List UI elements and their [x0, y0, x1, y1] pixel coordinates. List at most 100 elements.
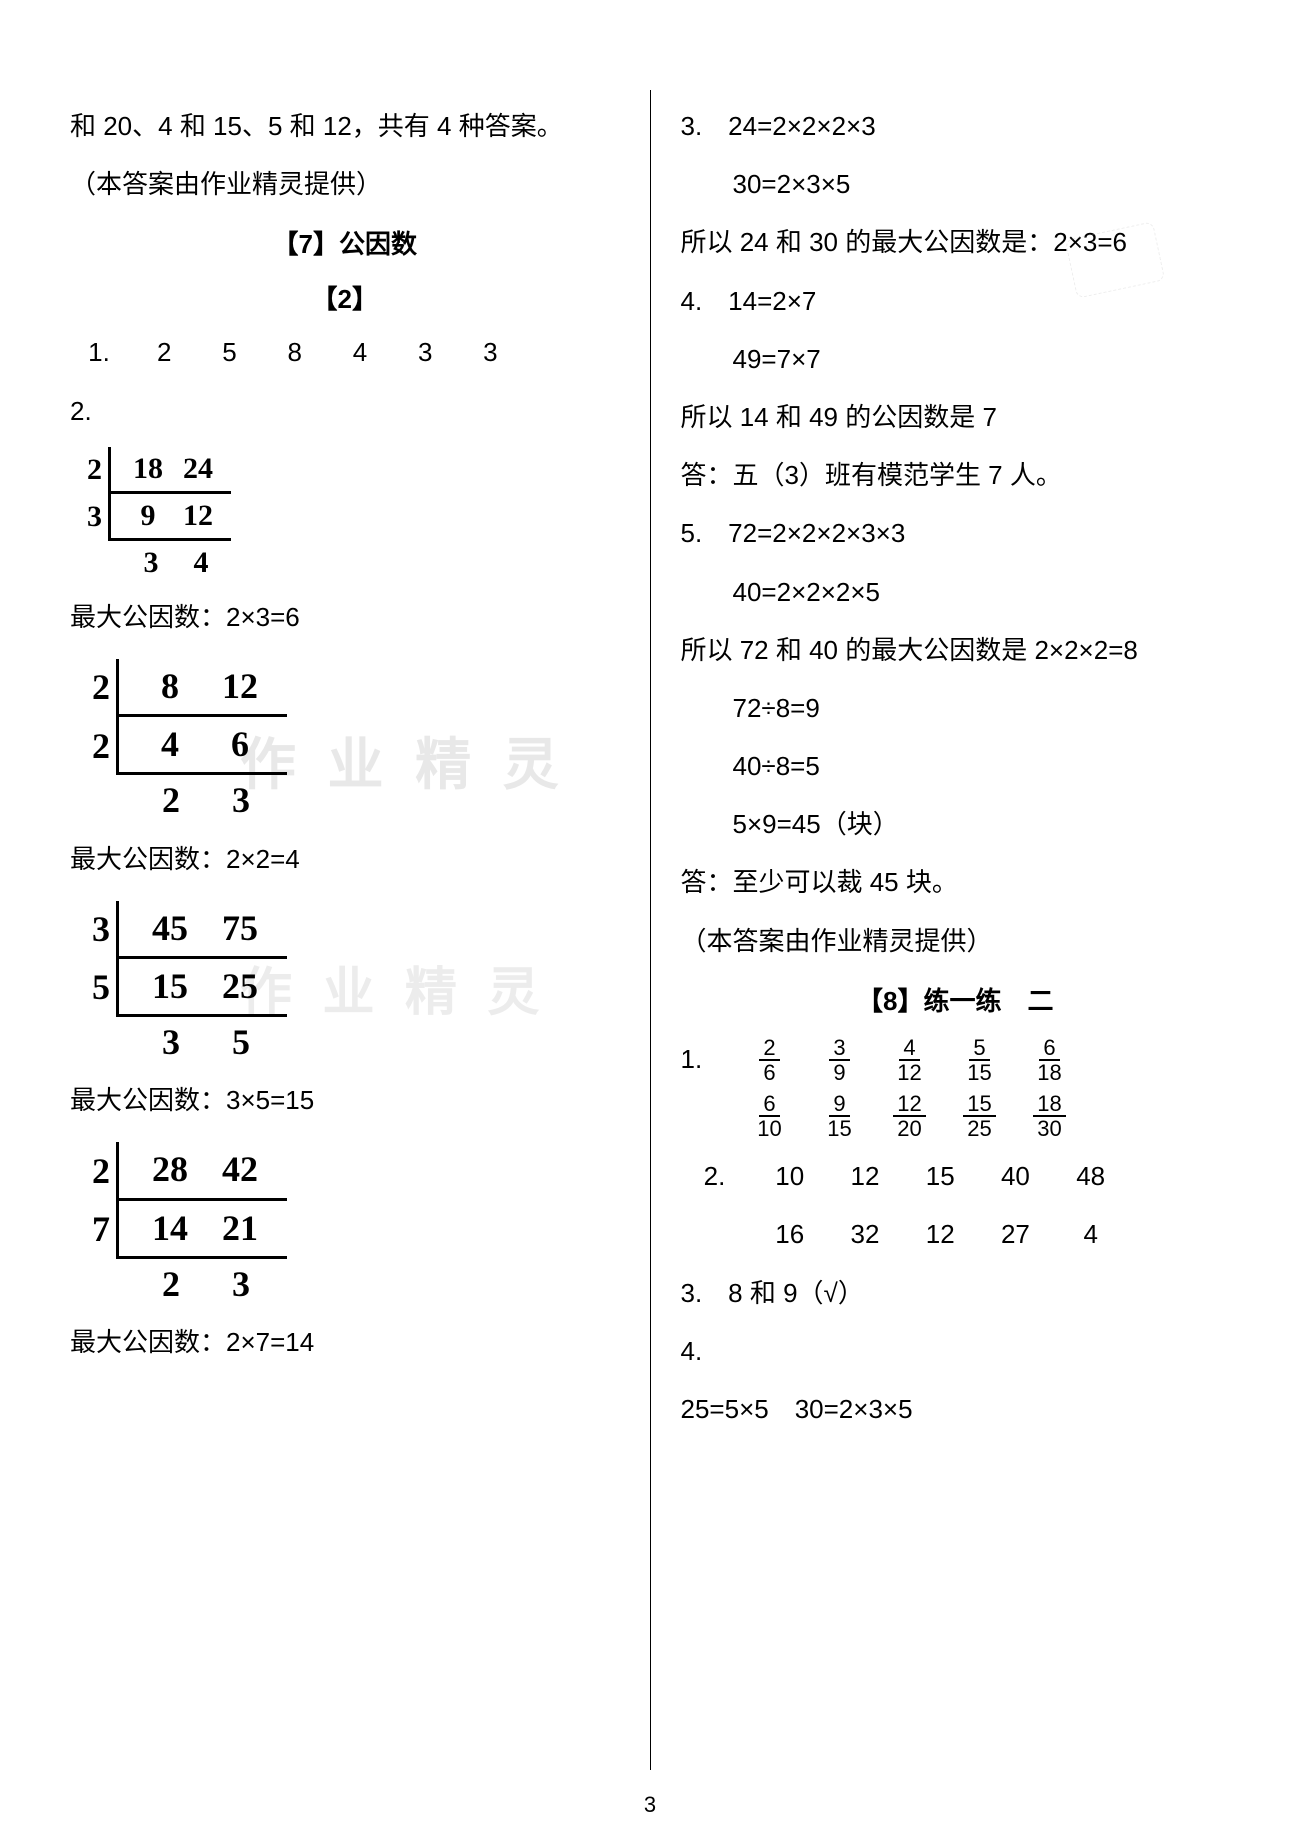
l2b0: 12	[205, 665, 275, 708]
ladder-1: 21824 3912 34	[78, 447, 620, 581]
q1-v3: 4	[331, 330, 389, 374]
f2-0d: 10	[753, 1117, 785, 1140]
l3ra: 3	[136, 1021, 206, 1064]
f1-3d: 15	[963, 1061, 995, 1084]
l2ra: 2	[136, 779, 206, 822]
q1-v5: 3	[461, 330, 519, 374]
f2-4n: 18	[1033, 1092, 1065, 1117]
f2-3n: 15	[963, 1092, 995, 1117]
l3a0: 45	[135, 907, 205, 950]
l1ra: 3	[126, 545, 176, 581]
q5-l2: 所以 72 和 40 的最大公因数是 2×2×2=8	[681, 628, 1231, 672]
ladder-2: 2812 246 23	[78, 659, 620, 823]
q2r2-0: 16	[756, 1212, 824, 1256]
q2r1-4: 48	[1057, 1154, 1125, 1198]
q1-v4: 3	[396, 330, 454, 374]
q1-v1: 5	[200, 330, 258, 374]
q5-l3: 72÷8=9	[681, 686, 1231, 730]
column-divider	[650, 90, 651, 1770]
l1rb: 4	[176, 545, 226, 581]
q5-l0: 5. 72=2×2×2×3×3	[681, 511, 1231, 555]
l2a1: 4	[135, 723, 205, 766]
l4ra: 2	[136, 1263, 206, 1306]
l4rb: 3	[206, 1263, 276, 1306]
q3-l2: 所以 24 和 30 的最大公因数是：2×3=6	[681, 220, 1231, 264]
q2r2-1: 32	[831, 1212, 899, 1256]
s8q1-row2: 610 915 1220 1525 1830	[681, 1092, 1231, 1140]
right-credit: （本答案由作业精灵提供）	[681, 919, 1231, 963]
f1-4: 618	[1031, 1036, 1069, 1084]
f1-1: 39	[821, 1036, 859, 1084]
f2-1: 915	[821, 1092, 859, 1140]
q4-l0: 4. 14=2×7	[681, 279, 1231, 323]
f2-4d: 30	[1033, 1117, 1065, 1140]
s8q3: 3. 8 和 9（√）	[681, 1271, 1231, 1315]
f2-2n: 12	[893, 1092, 925, 1117]
f2-2: 1220	[891, 1092, 929, 1140]
q5-l4: 40÷8=5	[681, 744, 1231, 788]
f2-4: 1830	[1031, 1092, 1069, 1140]
s8q2-label: 2.	[681, 1154, 749, 1198]
f1-0n: 2	[759, 1036, 779, 1061]
f1-0d: 6	[759, 1061, 779, 1084]
f1-1d: 9	[829, 1061, 849, 1084]
q4-l1: 49=7×7	[681, 337, 1231, 381]
q2r1-0: 10	[756, 1154, 824, 1198]
left-column: 和 20、4 和 15、5 和 12，共有 4 种答案。 （本答案由作业精灵提供…	[70, 90, 645, 1770]
last-line: 25=5×5 30=2×3×5	[681, 1387, 1231, 1431]
sub-2-title: 【2】	[70, 279, 620, 316]
l3gcf: 最大公因数：3×5=15	[70, 1078, 620, 1122]
f2-1n: 9	[829, 1092, 849, 1117]
l3a1: 15	[135, 965, 205, 1008]
l3f1: 5	[78, 966, 116, 1009]
q2r1-3: 40	[981, 1154, 1049, 1198]
l4f1: 7	[78, 1208, 116, 1251]
l4b0: 42	[205, 1148, 275, 1191]
q1-v2: 8	[266, 330, 324, 374]
q4-l3: 答：五（3）班有模范学生 7 人。	[681, 453, 1231, 497]
l2gcf: 最大公因数：2×2=4	[70, 837, 620, 881]
q5-l6: 答：至少可以裁 45 块。	[681, 860, 1231, 904]
f1-3: 515	[961, 1036, 999, 1084]
f2-3: 1525	[961, 1092, 999, 1140]
section-8-title: 【8】练一练 二	[681, 981, 1231, 1018]
q2r2-2: 12	[906, 1212, 974, 1256]
s8q4: 4.	[681, 1329, 1231, 1373]
section-7-title: 【7】公因数	[70, 224, 620, 261]
l1b0: 24	[173, 451, 223, 487]
q2r1-1: 12	[831, 1154, 899, 1198]
l2f0: 2	[78, 666, 116, 709]
q4-l2: 所以 14 和 49 的公因数是 7	[681, 395, 1231, 439]
q2r1-2: 15	[906, 1154, 974, 1198]
l4a0: 28	[135, 1148, 205, 1191]
l2a0: 8	[135, 665, 205, 708]
q3-l1: 30=2×3×5	[681, 162, 1231, 206]
f1-3n: 5	[969, 1036, 989, 1061]
q2r2-3: 27	[981, 1212, 1049, 1256]
l1gcf: 最大公因数：2×3=6	[70, 595, 620, 639]
l2f1: 2	[78, 725, 116, 768]
q5-l5: 5×9=45（块）	[681, 802, 1231, 846]
l1a1: 9	[123, 498, 173, 534]
l3b0: 75	[205, 907, 275, 950]
f2-3d: 25	[963, 1117, 995, 1140]
s8q2-r2: 16 32 12 27 4	[681, 1212, 1231, 1256]
l4f0: 2	[78, 1150, 116, 1193]
ladder-4: 22842 71421 23	[78, 1142, 620, 1306]
f1-2: 412	[891, 1036, 929, 1084]
s8q1-row1: 1. 26 39 412 515 618	[681, 1036, 1231, 1084]
q3-l0: 3. 24=2×2×2×3	[681, 104, 1231, 148]
f1-1n: 3	[829, 1036, 849, 1061]
f2-0n: 6	[759, 1092, 779, 1117]
l3rb: 5	[206, 1021, 276, 1064]
q1-label: 1.	[70, 330, 128, 374]
credit-text: （本答案由作业精灵提供）	[70, 162, 620, 206]
l4b1: 21	[205, 1207, 275, 1250]
page-number: 3	[644, 1792, 656, 1818]
right-column: 3. 24=2×2×2×3 30=2×3×5 所以 24 和 30 的最大公因数…	[656, 90, 1231, 1770]
l1f0: 2	[78, 452, 108, 488]
f1-2d: 12	[893, 1061, 925, 1084]
f2-1d: 15	[823, 1117, 855, 1140]
l2rb: 3	[206, 779, 276, 822]
q5-l1: 40=2×2×2×5	[681, 570, 1231, 614]
